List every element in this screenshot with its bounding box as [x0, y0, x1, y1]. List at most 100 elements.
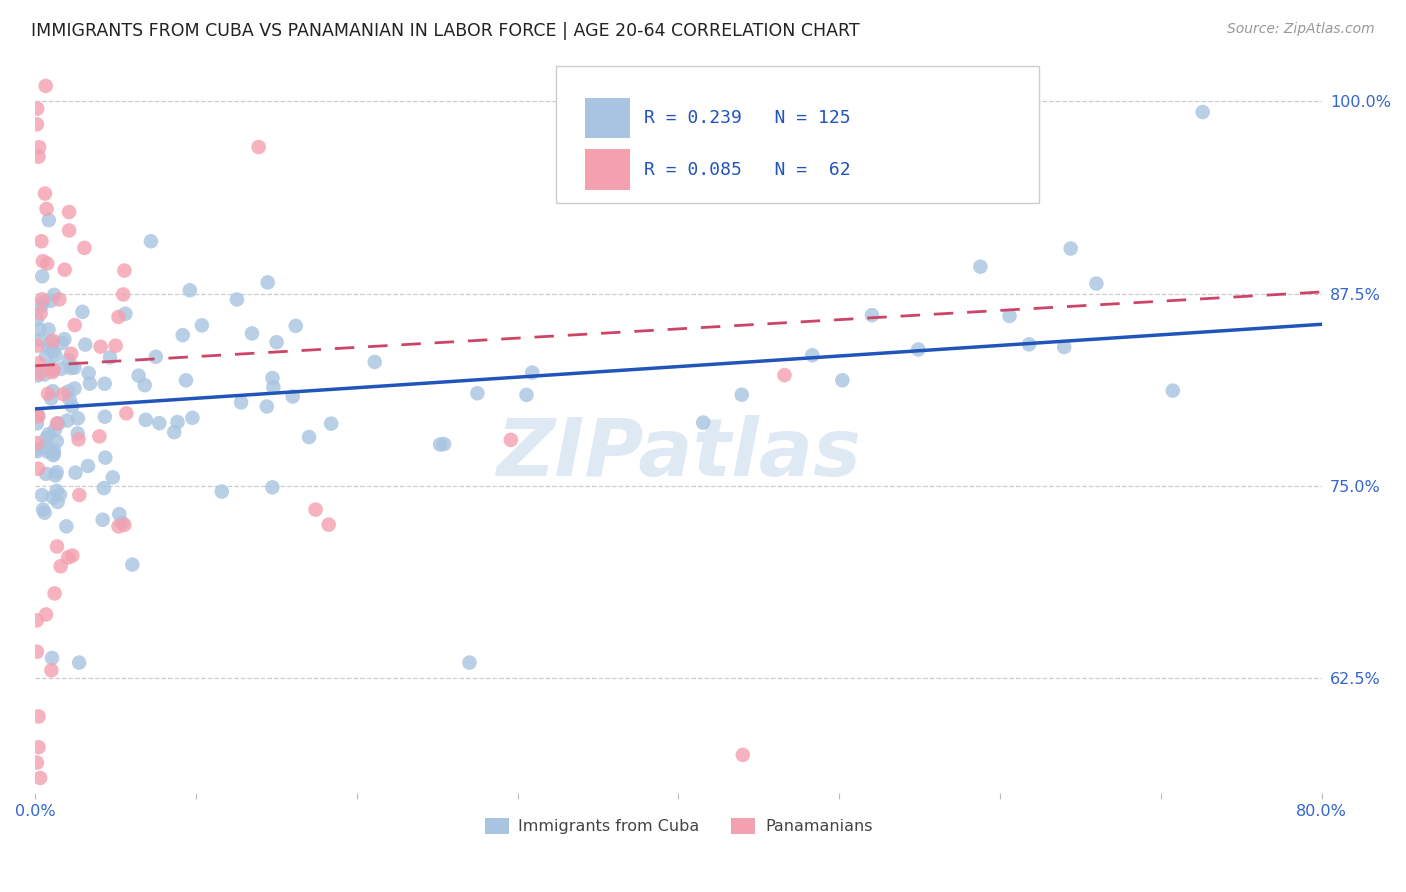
- Point: [139, 234, 162, 248]
- Point: [46, 540, 69, 554]
- Point: [172, 328, 194, 343]
- Point: [66, 411, 89, 425]
- Point: [27, 740, 49, 755]
- Point: [38, 213, 60, 227]
- Point: [1161, 384, 1184, 398]
- Point: [60, 347, 83, 361]
- Point: [67, 656, 90, 670]
- Point: [51, 336, 73, 351]
- Point: [52, 387, 75, 401]
- Point: [266, 335, 288, 350]
- Point: [41, 663, 63, 677]
- Point: [77, 458, 100, 473]
- Point: [63, 360, 86, 375]
- Point: [60, 549, 83, 563]
- Point: [37, 444, 59, 458]
- Point: [37, 322, 59, 336]
- Point: [94, 409, 117, 424]
- Point: [38, 341, 60, 355]
- Point: [77, 366, 100, 380]
- Point: [32, 295, 55, 310]
- Point: [65, 466, 87, 480]
- Point: [364, 355, 387, 369]
- Point: [28, 323, 51, 337]
- Point: [72, 305, 94, 319]
- Point: [28, 140, 51, 154]
- Point: [229, 395, 252, 409]
- Point: [34, 368, 56, 382]
- Point: [25, 756, 48, 770]
- Point: [121, 558, 143, 572]
- Point: [30, 234, 52, 248]
- Point: [262, 380, 284, 394]
- Point: [31, 269, 53, 284]
- Point: [37, 386, 59, 401]
- Point: [27, 368, 49, 383]
- Point: [35, 349, 58, 363]
- Point: [148, 416, 170, 430]
- Point: [25, 417, 48, 431]
- Point: [163, 425, 186, 439]
- Point: [111, 516, 134, 530]
- Point: [55, 519, 77, 533]
- Point: [51, 361, 73, 376]
- Point: [41, 651, 63, 665]
- Point: [247, 140, 270, 154]
- Point: [89, 429, 111, 443]
- Point: [429, 437, 451, 451]
- Point: [181, 410, 204, 425]
- Legend: Immigrants from Cuba, Panamanians: Immigrants from Cuba, Panamanians: [478, 812, 879, 841]
- Point: [44, 468, 66, 483]
- Bar: [585, 149, 630, 190]
- Point: [34, 186, 56, 201]
- Point: [79, 376, 101, 391]
- Point: [66, 426, 89, 441]
- Point: [298, 430, 321, 444]
- Point: [1018, 337, 1040, 351]
- Point: [98, 351, 121, 365]
- Point: [46, 417, 69, 431]
- Point: [135, 413, 157, 427]
- Point: [1085, 277, 1108, 291]
- Point: [53, 262, 76, 277]
- Point: [28, 367, 51, 381]
- Point: [31, 292, 53, 306]
- Point: [773, 368, 796, 383]
- Point: [58, 223, 80, 237]
- Point: [35, 467, 58, 481]
- Point: [93, 376, 115, 391]
- Point: [49, 488, 72, 502]
- Point: [56, 413, 79, 427]
- Point: [42, 443, 65, 458]
- Point: [1060, 242, 1083, 256]
- Point: [44, 586, 66, 600]
- Point: [63, 318, 86, 332]
- Point: [35, 78, 58, 93]
- Point: [25, 102, 48, 116]
- Point: [37, 256, 59, 270]
- Point: [107, 519, 129, 533]
- Point: [831, 373, 853, 387]
- Text: ZIPatlas: ZIPatlas: [496, 415, 860, 492]
- Point: [731, 387, 754, 401]
- Point: [38, 427, 60, 442]
- Point: [60, 399, 83, 413]
- Point: [32, 502, 55, 516]
- Point: [39, 392, 62, 406]
- Point: [969, 260, 991, 274]
- Text: R = 0.085   N =  62: R = 0.085 N = 62: [644, 161, 851, 178]
- Point: [256, 276, 278, 290]
- Point: [93, 481, 115, 495]
- Point: [67, 433, 90, 447]
- Point: [112, 517, 135, 532]
- Point: [44, 423, 66, 437]
- Point: [281, 389, 304, 403]
- Point: [433, 437, 456, 451]
- Point: [284, 318, 307, 333]
- Point: [458, 656, 481, 670]
- Point: [45, 483, 67, 498]
- Point: [145, 350, 167, 364]
- Text: R = 0.239   N = 125: R = 0.239 N = 125: [644, 109, 851, 127]
- Point: [45, 434, 67, 449]
- Point: [104, 339, 127, 353]
